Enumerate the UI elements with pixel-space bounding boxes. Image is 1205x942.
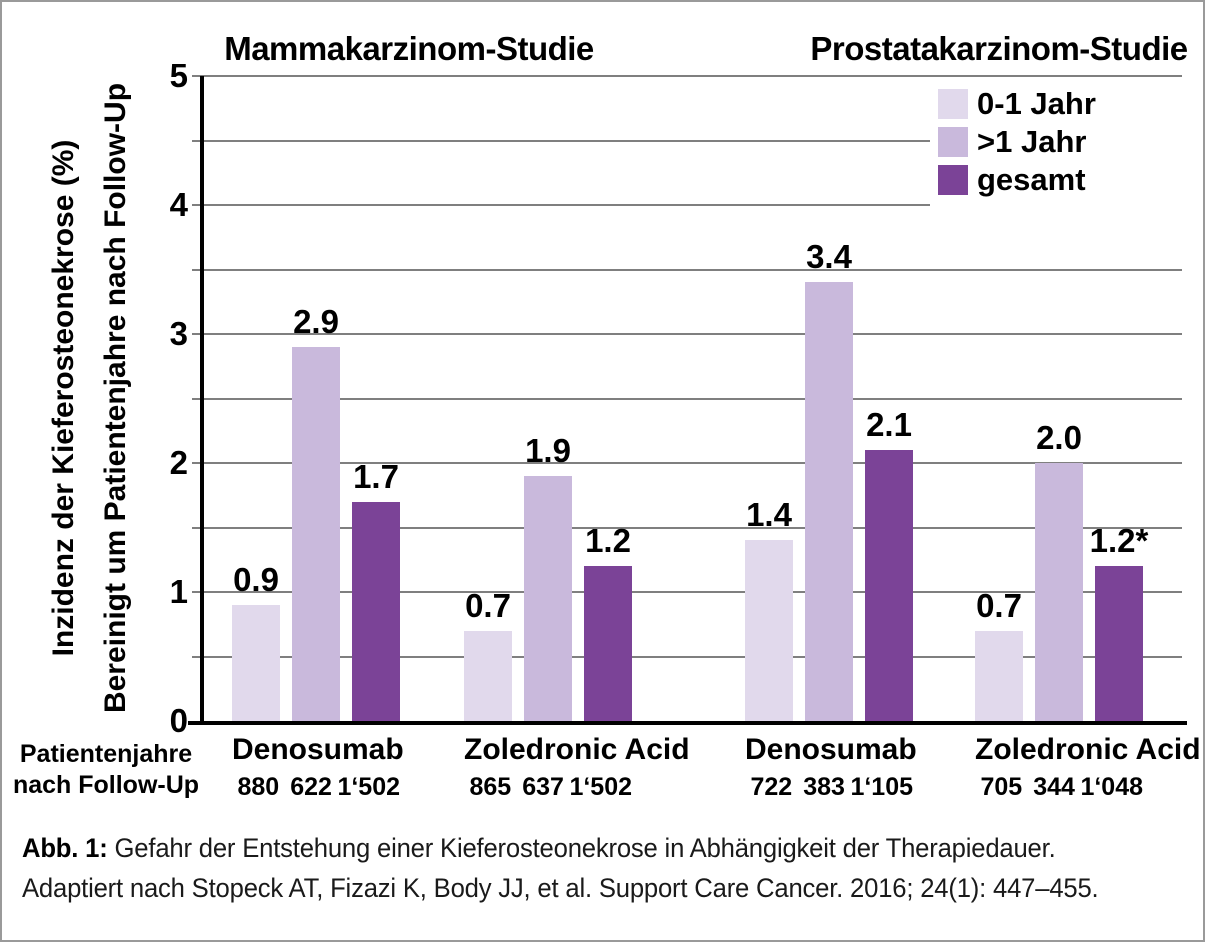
gridline — [192, 397, 1182, 400]
y-axis-tick-label: 0 — [169, 702, 188, 739]
y-axis-tick-label: 1 — [169, 573, 188, 610]
bar-0-1 Jahr: 0.7 — [464, 587, 512, 721]
gridline — [192, 139, 1182, 142]
bar->1 Jahr: 1.9 — [524, 432, 572, 721]
bar-value-label: 2.1 — [866, 406, 912, 444]
y-axis-label-line2: Bereinigt um Patientenjahre nach Follow-… — [99, 82, 132, 714]
gridline — [192, 655, 1182, 658]
legend-item-gt1-jahr: >1 Jahr — [938, 124, 1184, 159]
patient-years-value: 622 — [290, 773, 332, 801]
gridline — [192, 75, 1182, 77]
legend-swatch-gesamt — [938, 165, 968, 195]
patient-years-row-2: 865 637 1‘502 — [464, 773, 633, 802]
bar->1 Jahr: 2.0 — [1035, 419, 1083, 721]
bar-value-label: 2.0 — [1036, 419, 1082, 456]
bar-0-1 Jahr: 1.4 — [745, 496, 793, 721]
bar-value-label: 1.2* — [1089, 522, 1149, 560]
panel-title-prostatakarzinom: Prostatakarzinom-Studie — [810, 30, 1188, 67]
patient-years-row-1: 880 622 1‘502 — [232, 773, 401, 802]
bar-value-label: 0.7 — [976, 586, 1022, 624]
patient-years-value: 383 — [803, 773, 845, 801]
x-axis-line — [188, 721, 1187, 725]
gridline — [192, 204, 1182, 206]
bar-value-label: 2.9 — [293, 302, 339, 340]
caption-line2: Adaptiert nach Stopeck AT, Fizazi K, Bod… — [22, 873, 1099, 903]
gridline — [192, 526, 1182, 529]
bar-gesamt: 1.7 — [352, 458, 400, 721]
bar-value-label: 1.7 — [353, 457, 399, 495]
patient-years-value: 705 — [980, 773, 1023, 801]
patient-years-value: 1‘105 — [850, 773, 913, 801]
bar-group-2: 0.7 1.9 1.2 — [464, 76, 632, 721]
patient-years-value: 722 — [750, 773, 793, 801]
bar->1 Jahr: 2.9 — [292, 303, 340, 721]
bar-value-label: 1.2 — [585, 522, 631, 560]
patient-years-value: 1‘502 — [337, 773, 400, 801]
bar-gesamt: 1.2* — [1090, 522, 1148, 721]
bar-value-label: 0.9 — [233, 560, 279, 598]
y-axis-tick-label: 2 — [169, 444, 188, 481]
y-axis-tick-label: 4 — [169, 186, 188, 223]
legend-label-0-1-jahr: 0-1 Jahr — [977, 86, 1096, 121]
legend-item-0-1-jahr: 0-1 Jahr — [938, 86, 1184, 121]
bar-value-label: 1.4 — [746, 496, 792, 534]
bar-group-4: 0.7 2.0 1.2* — [975, 76, 1148, 721]
caption-line1: Gefahr der Entstehung einer Kieferosteon… — [114, 833, 1056, 863]
patient-years-value: 1‘502 — [569, 773, 632, 801]
patient-years-row-header: Patientenjahre nach Follow-Up — [12, 740, 200, 799]
plot-area: 0-1 Jahr >1 Jahr gesamt 0.9 2.9 1.7 0.7 1.9 1… — [192, 75, 1187, 721]
gridline — [192, 268, 1182, 271]
legend: 0-1 Jahr >1 Jahr gesamt — [930, 87, 1184, 212]
patient-years-value: 880 — [237, 773, 280, 801]
patient-years-value: 865 — [469, 773, 512, 801]
bar-0-1 Jahr: 0.7 — [975, 587, 1023, 721]
patient-years-value: 637 — [522, 773, 564, 801]
gridline — [192, 591, 1182, 593]
caption-label: Abb. 1: — [22, 833, 108, 863]
group-label-2: Zoledronic Acid — [464, 733, 690, 766]
bar-value-label: 3.4 — [806, 238, 852, 276]
bar-gesamt: 2.1 — [865, 406, 913, 721]
y-axis-label-line1: Inzidenz der Kieferosteonekrose (%) — [47, 139, 80, 657]
y-axis-label: Inzidenz der Kieferosteonekrose (%) Bere… — [38, 83, 142, 713]
patient-years-row-4: 705 344 1‘048 — [975, 773, 1144, 802]
legend-label-gesamt: gesamt — [977, 162, 1086, 197]
patient-years-row-3: 722 383 1‘105 — [745, 773, 914, 802]
group-label-4: Zoledronic Acid — [975, 733, 1201, 766]
bar-0-1 Jahr: 0.9 — [232, 561, 280, 721]
bar-value-label: 1.9 — [525, 431, 571, 469]
figure-caption: Abb. 1: Gefahr der Entstehung einer Kief… — [22, 828, 1191, 908]
gridline — [192, 333, 1182, 335]
y-axis-tick-label: 3 — [169, 315, 188, 352]
legend-swatch-0-1-jahr — [938, 89, 968, 119]
group-label-1: Denosumab — [232, 733, 404, 766]
bar-gesamt: 1.2 — [584, 522, 632, 721]
patient-years-value: 1‘048 — [1080, 773, 1143, 801]
y-axis-line — [200, 76, 204, 725]
legend-item-gesamt: gesamt — [938, 162, 1184, 197]
bar->1 Jahr: 3.4 — [805, 238, 853, 721]
bar-group-1: 0.9 2.9 1.7 — [232, 76, 400, 721]
bar-group-3: 1.4 3.4 2.1 — [745, 76, 913, 721]
legend-swatch-gt1-jahr — [938, 127, 968, 157]
y-axis-tick-label: 5 — [169, 57, 188, 94]
legend-label-gt1-jahr: >1 Jahr — [977, 124, 1087, 159]
bar-value-label: 0.7 — [465, 586, 511, 624]
group-label-3: Denosumab — [745, 733, 917, 766]
gridline — [192, 462, 1182, 464]
panel-title-mammakarzinom: Mammakarzinom-Studie — [224, 30, 594, 67]
patient-years-value: 344 — [1033, 773, 1075, 801]
